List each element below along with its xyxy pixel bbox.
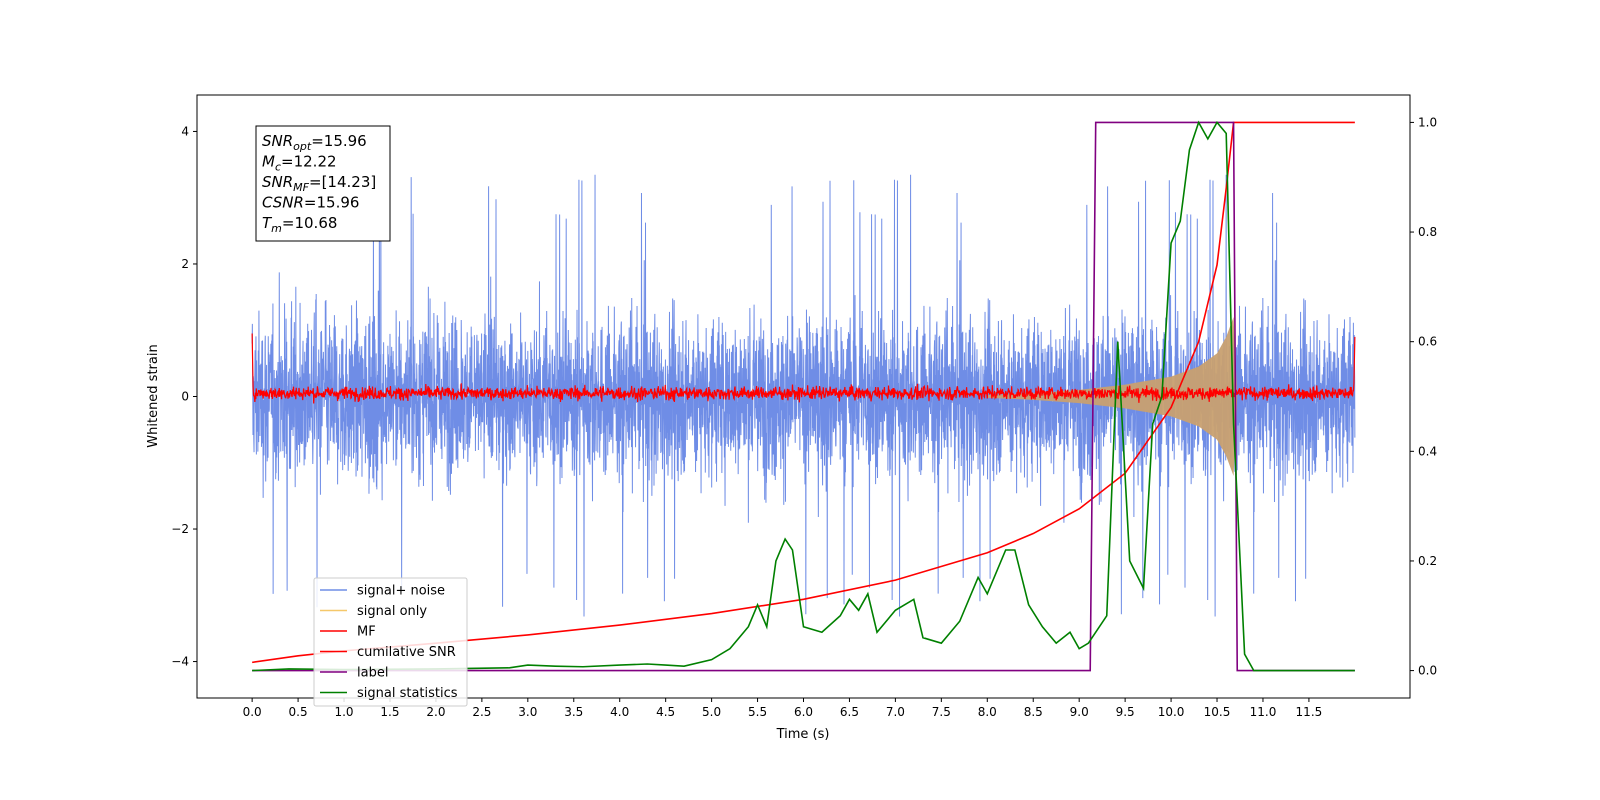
y-tick-label: −4 — [171, 655, 189, 669]
legend-entry: signal statistics — [357, 686, 458, 701]
annotation-box: SNRopt=15.96Mc=12.22SNRMF=[14.23]CSNR=15… — [255, 125, 391, 242]
x-tick-label: 6.5 — [840, 705, 859, 719]
x-tick-label: 10.0 — [1158, 705, 1185, 719]
annotation-line: CSNR=15.96 — [262, 194, 359, 212]
y-right-tick-label: 0.2 — [1418, 554, 1437, 568]
x-tick-label: 9.5 — [1116, 705, 1135, 719]
x-tick-label: 6.0 — [794, 705, 813, 719]
x-tick-label: 2.5 — [472, 705, 491, 719]
annotation-frame — [255, 125, 391, 242]
x-tick-label: 8.0 — [978, 705, 997, 719]
legend-entry: signal+ noise — [357, 584, 445, 599]
series-signal-only — [987, 316, 1238, 477]
legend: signal+ noise signal only MF cumilative SNR… — [313, 577, 468, 707]
x-tick-label: 1.5 — [380, 705, 399, 719]
x-tick-label: 4.5 — [656, 705, 675, 719]
legend-frame — [313, 577, 468, 707]
x-axis-label: Time (s) — [776, 727, 830, 742]
x-tick-label: 0.5 — [289, 705, 308, 719]
x-tick-label: 4.0 — [610, 705, 629, 719]
x-tick-label: 1.0 — [334, 705, 353, 719]
y-right-tick-label: 0.4 — [1418, 444, 1437, 458]
x-tick-label: 5.5 — [748, 705, 767, 719]
legend-entry: label — [357, 666, 388, 681]
legend-entry: MF — [357, 625, 376, 640]
y-tick-label: 4 — [181, 124, 189, 138]
x-tick-label: 8.5 — [1024, 705, 1043, 719]
x-tick-label: 3.5 — [564, 705, 583, 719]
legend-entry: cumilative SNR — [357, 645, 456, 660]
x-tick-label: 3.0 — [518, 705, 537, 719]
series-signal-noise — [251, 174, 1356, 617]
annotation-line: SNRMF=[14.23] — [262, 173, 376, 194]
y-right-tick-label: 0.8 — [1418, 225, 1437, 239]
x-tick-label: 10.5 — [1204, 705, 1231, 719]
x-tick-label: 9.0 — [1070, 705, 1089, 719]
annotation-line: Mc=12.22 — [262, 153, 337, 174]
x-tick-label: 11.5 — [1296, 705, 1323, 719]
y-right-tick-label: 1.0 — [1418, 115, 1437, 129]
x-tick-label: 5.0 — [702, 705, 721, 719]
axes-ticks: 0.0 0.5 1.0 1.5 2.0 2.5 3.0 3.5 4.0 4.5 5.0 5.5 6.0 6… — [171, 115, 1437, 719]
y-right-tick-label: 0.6 — [1418, 335, 1437, 349]
x-tick-label: 7.5 — [932, 705, 951, 719]
x-tick-label: 7.0 — [886, 705, 905, 719]
y-tick-label: −2 — [171, 522, 189, 536]
legend-entry: signal only — [357, 604, 427, 619]
y-axis-label: Whitened strain — [146, 344, 161, 447]
x-tick-label: 0.0 — [243, 705, 262, 719]
series-mf — [251, 333, 1356, 404]
y-tick-label: 2 — [181, 257, 189, 271]
annotation-line: SNRopt=15.96 — [262, 132, 367, 153]
y-right-tick-label: 0.0 — [1418, 664, 1437, 678]
y-tick-label: 0 — [181, 390, 189, 404]
x-tick-label: 2.0 — [426, 705, 445, 719]
x-tick-label: 11.0 — [1250, 705, 1277, 719]
series-signal-statistics — [252, 120, 1355, 672]
annotation-line: Tm=10.68 — [262, 214, 337, 235]
